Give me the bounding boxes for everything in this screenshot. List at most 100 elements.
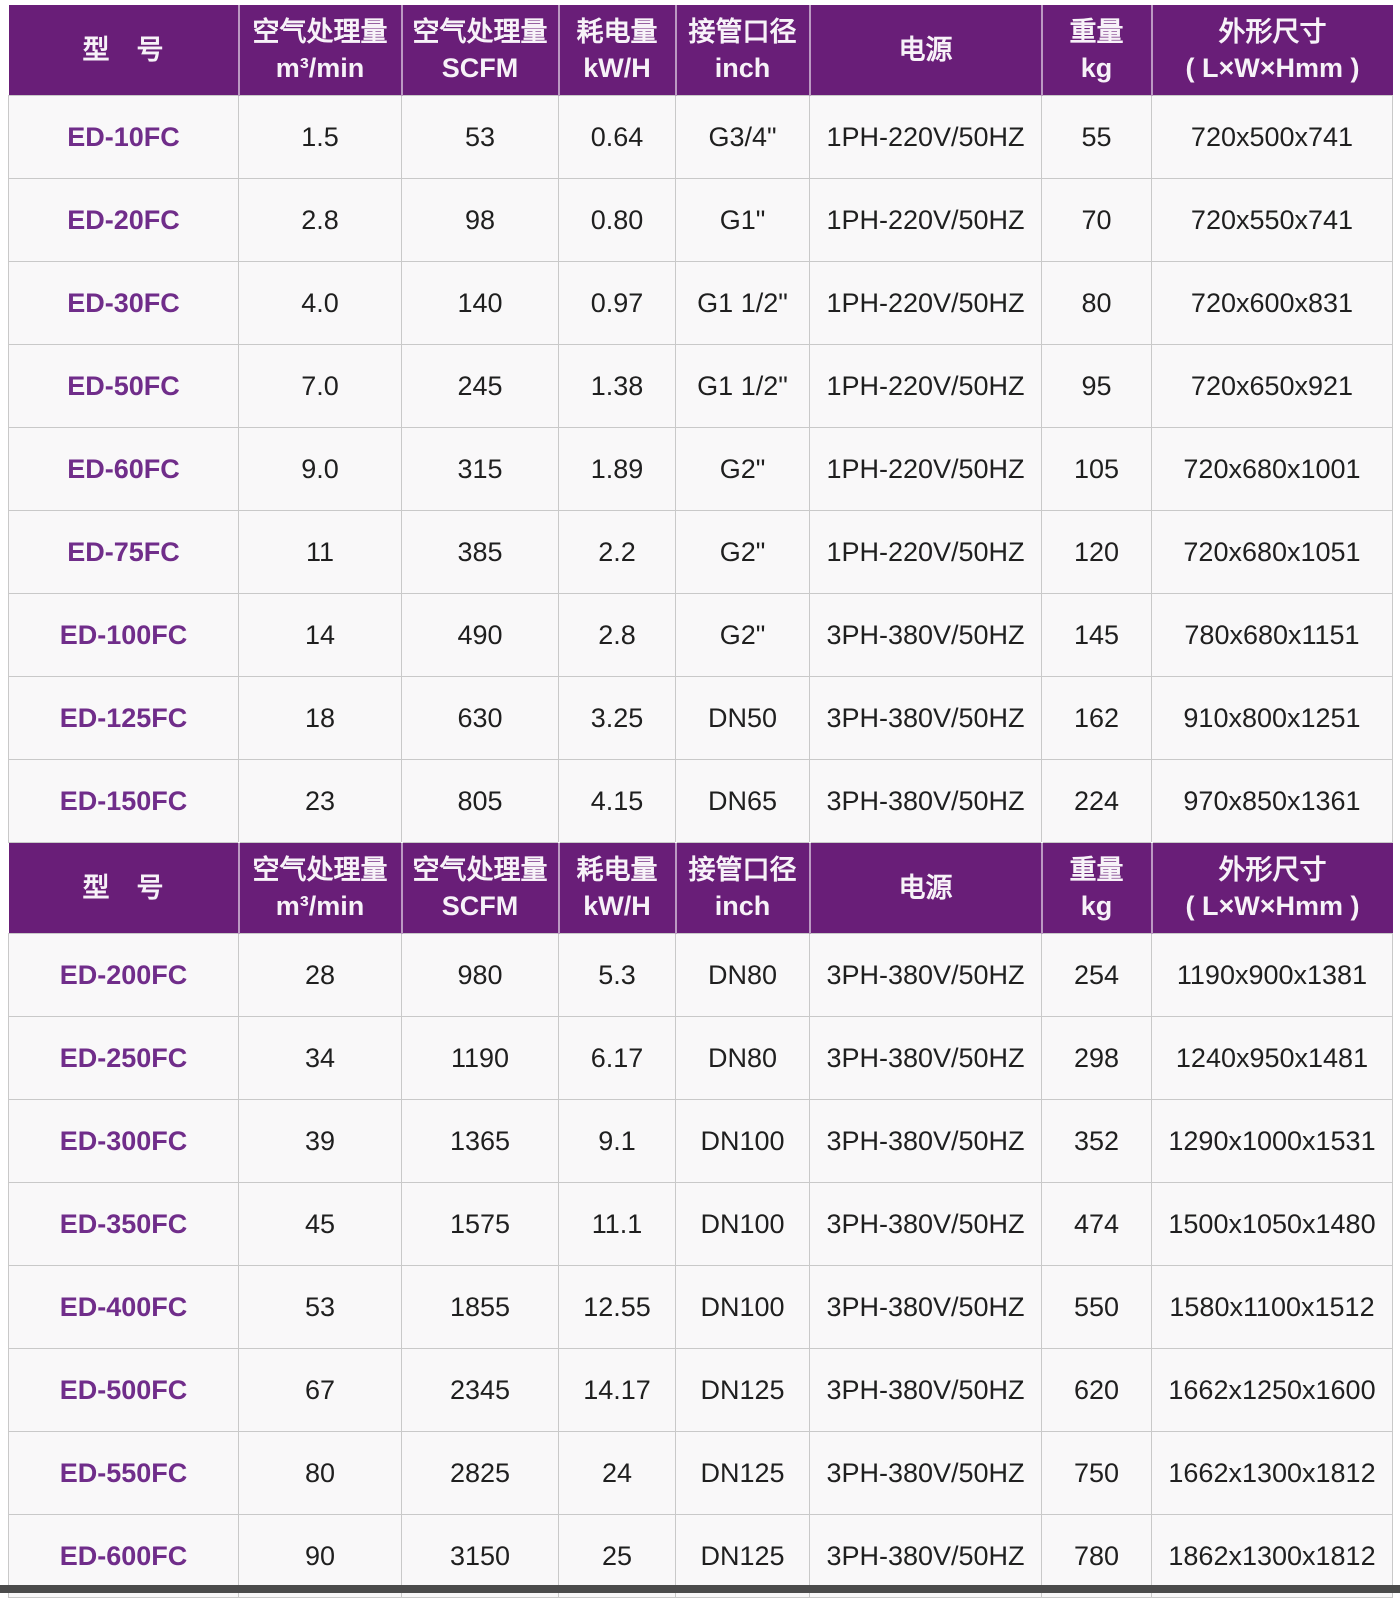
value-cell-kwh: 0.97 — [558, 261, 676, 345]
column-header-kwh: 耗电量 kW/H — [557, 842, 676, 934]
column-header-dims: 外形尺寸 ( L×W×Hmm ) — [1150, 5, 1393, 96]
column-header-power: 电源 — [808, 5, 1042, 96]
table-row: ED-400FC 53 1855 12.55 DN100 3PH-380V/50HZ 550… — [8, 1265, 1393, 1349]
value-cell-kg: 70 — [1041, 178, 1152, 262]
value-cell-dims: 1500x1050x1480 — [1151, 1182, 1393, 1266]
column-header-zh-label: 外形尺寸 — [1218, 855, 1327, 885]
table-row: ED-125FC 18 630 3.25 DN50 3PH-380V/50HZ 162 910… — [8, 676, 1393, 760]
value-cell-scfm: 245 — [401, 344, 559, 428]
value-cell-m3min: 67 — [238, 1348, 402, 1432]
value-cell-scfm: 490 — [401, 593, 559, 677]
value-cell-inch: DN125 — [675, 1348, 810, 1432]
column-header-zh-label: 接管口径 — [688, 855, 797, 885]
value-cell-m3min: 28 — [238, 933, 402, 1017]
value-cell-kg: 620 — [1041, 1348, 1152, 1432]
value-cell-scfm: 805 — [401, 759, 559, 843]
column-header-unit-label: kg — [1080, 891, 1113, 921]
column-header-unit-label: SCFM — [441, 53, 519, 83]
value-cell-m3min: 45 — [238, 1182, 402, 1266]
value-cell-dims: 780x680x1151 — [1151, 593, 1393, 677]
value-cell-scfm: 1855 — [401, 1265, 559, 1349]
value-cell-power: 3PH-380V/50HZ — [809, 1099, 1042, 1183]
value-cell-m3min: 34 — [238, 1016, 402, 1100]
value-cell-kwh: 14.17 — [558, 1348, 676, 1432]
value-cell-scfm: 315 — [401, 427, 559, 511]
value-cell-inch: DN80 — [675, 933, 810, 1017]
value-cell-scfm: 98 — [401, 178, 559, 262]
value-cell-m3min: 2.8 — [238, 178, 402, 262]
model-cell: ED-300FC — [8, 1099, 239, 1183]
value-cell-kwh: 1.38 — [558, 344, 676, 428]
table-row: ED-550FC 80 2825 24 DN125 3PH-380V/50HZ 750 166… — [8, 1431, 1393, 1515]
value-cell-kwh: 3.25 — [558, 676, 676, 760]
column-header-unit-label: inch — [714, 891, 771, 921]
bottom-divider — [0, 1585, 1400, 1593]
value-cell-power: 3PH-380V/50HZ — [809, 1265, 1042, 1349]
model-cell: ED-30FC — [8, 261, 239, 345]
value-cell-kg: 55 — [1041, 95, 1152, 179]
column-header-power: 电源 — [808, 842, 1042, 934]
value-cell-dims: 1240x950x1481 — [1151, 1016, 1393, 1100]
header-row: 型 号 空气处理量 m³/min 空气处理量 SCFM 耗电量 kW/H 接管口径 inch 电源… — [8, 842, 1393, 934]
column-header-m3min: 空气处理量 m³/min — [237, 842, 402, 934]
model-cell: ED-200FC — [8, 933, 239, 1017]
table-row: ED-10FC 1.5 53 0.64 G3/4" 1PH-220V/50HZ 55 720x… — [8, 95, 1393, 179]
value-cell-scfm: 140 — [401, 261, 559, 345]
value-cell-m3min: 23 — [238, 759, 402, 843]
value-cell-dims: 1290x1000x1531 — [1151, 1099, 1393, 1183]
table-row: ED-75FC 11 385 2.2 G2" 1PH-220V/50HZ 120 720x68… — [8, 510, 1393, 594]
value-cell-power: 3PH-380V/50HZ — [809, 759, 1042, 843]
column-header-zh-label: 耗电量 — [576, 855, 658, 885]
value-cell-scfm: 1365 — [401, 1099, 559, 1183]
column-header-inch: 接管口径 inch — [674, 5, 810, 96]
column-header-zh-label: 接管口径 — [688, 17, 797, 47]
value-cell-kwh: 0.64 — [558, 95, 676, 179]
table-row: ED-50FC 7.0 245 1.38 G1 1/2" 1PH-220V/50HZ 95 7… — [8, 344, 1393, 428]
column-header-unit-label: ( L×W×Hmm ) — [1185, 53, 1360, 83]
value-cell-kg: 780 — [1041, 1514, 1152, 1598]
value-cell-dims: 970x850x1361 — [1151, 759, 1393, 843]
model-cell: ED-500FC — [8, 1348, 239, 1432]
value-cell-inch: G2" — [675, 510, 810, 594]
table-row: ED-600FC 90 3150 25 DN125 3PH-380V/50HZ 780 186… — [8, 1514, 1393, 1598]
value-cell-inch: G1" — [675, 178, 810, 262]
value-cell-inch: DN100 — [675, 1265, 810, 1349]
value-cell-inch: G2" — [675, 593, 810, 677]
value-cell-inch: DN65 — [675, 759, 810, 843]
value-cell-m3min: 39 — [238, 1099, 402, 1183]
column-header-zh-label: 电源 — [898, 873, 953, 903]
column-header-unit-label: kg — [1080, 53, 1113, 83]
column-header-unit-label: ( L×W×Hmm ) — [1185, 891, 1360, 921]
value-cell-kg: 95 — [1041, 344, 1152, 428]
spec-table: 型 号空气处理量 m³/min 空气处理量 SCFM 耗电量 kW/H 接管口径 inch 电源… — [8, 5, 1393, 1598]
value-cell-m3min: 14 — [238, 593, 402, 677]
value-cell-power: 3PH-380V/50HZ — [809, 593, 1042, 677]
model-cell: ED-50FC — [8, 344, 239, 428]
column-header-unit-label: kW/H — [583, 891, 651, 921]
column-header-kwh: 耗电量 kW/H — [557, 5, 676, 96]
column-header-zh-label: 外形尺寸 — [1218, 17, 1327, 47]
value-cell-dims: 720x500x741 — [1151, 95, 1393, 179]
table-row: ED-300FC 39 1365 9.1 DN100 3PH-380V/50HZ 352 12… — [8, 1099, 1393, 1183]
spec-table-body: 型 号空气处理量 m³/min 空气处理量 SCFM 耗电量 kW/H 接管口径 inch 电源… — [8, 5, 1393, 1598]
table-row: ED-150FC 23 805 4.15 DN65 3PH-380V/50HZ 224 970… — [8, 759, 1393, 843]
column-header-unit-label: m³/min — [275, 891, 365, 921]
value-cell-power: 1PH-220V/50HZ — [809, 261, 1042, 345]
value-cell-inch: G1 1/2" — [675, 261, 810, 345]
column-header-kg: 重量 kg — [1040, 842, 1152, 934]
value-cell-dims: 720x680x1001 — [1151, 427, 1393, 511]
column-header-dims: 外形尺寸 ( L×W×Hmm ) — [1150, 842, 1393, 934]
value-cell-power: 3PH-380V/50HZ — [809, 676, 1042, 760]
column-header-zh-label: 型 号 — [82, 35, 164, 65]
value-cell-kg: 105 — [1041, 427, 1152, 511]
value-cell-kg: 162 — [1041, 676, 1152, 760]
value-cell-m3min: 4.0 — [238, 261, 402, 345]
model-cell: ED-400FC — [8, 1265, 239, 1349]
value-cell-kg: 120 — [1041, 510, 1152, 594]
value-cell-scfm: 2825 — [401, 1431, 559, 1515]
table-row: ED-350FC 45 1575 11.1 DN100 3PH-380V/50HZ 474 1… — [8, 1182, 1393, 1266]
column-header-zh-label: 耗电量 — [576, 17, 658, 47]
value-cell-power: 3PH-380V/50HZ — [809, 1182, 1042, 1266]
value-cell-kg: 352 — [1041, 1099, 1152, 1183]
